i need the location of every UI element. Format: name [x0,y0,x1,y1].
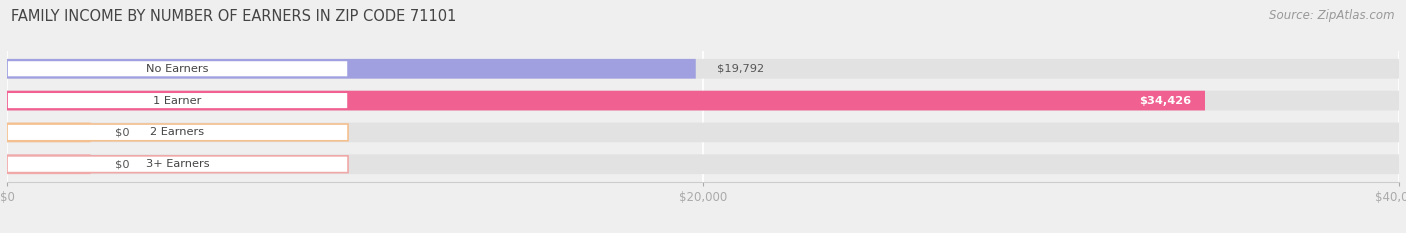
Text: FAMILY INCOME BY NUMBER OF EARNERS IN ZIP CODE 71101: FAMILY INCOME BY NUMBER OF EARNERS IN ZI… [11,9,457,24]
Text: $0: $0 [115,127,129,137]
FancyBboxPatch shape [7,123,1399,142]
Text: $34,426: $34,426 [1139,96,1191,106]
Text: No Earners: No Earners [146,64,209,74]
Text: 2 Earners: 2 Earners [150,127,205,137]
FancyBboxPatch shape [7,59,696,79]
FancyBboxPatch shape [7,60,349,77]
FancyBboxPatch shape [7,123,90,142]
Text: $19,792: $19,792 [717,64,763,74]
FancyBboxPatch shape [7,124,349,141]
FancyBboxPatch shape [7,156,349,173]
FancyBboxPatch shape [7,154,90,174]
Text: 1 Earner: 1 Earner [153,96,201,106]
FancyBboxPatch shape [7,91,1399,110]
Text: Source: ZipAtlas.com: Source: ZipAtlas.com [1270,9,1395,22]
FancyBboxPatch shape [7,91,1205,110]
Text: 3+ Earners: 3+ Earners [146,159,209,169]
FancyBboxPatch shape [7,92,349,109]
FancyBboxPatch shape [7,59,1399,79]
Text: $0: $0 [115,159,129,169]
FancyBboxPatch shape [7,154,1399,174]
